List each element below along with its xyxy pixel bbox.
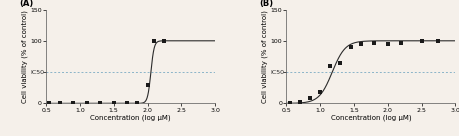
Point [356,43,364,45]
Point [336,62,343,64]
Text: IC50: IC50 [270,70,284,75]
Point [306,97,313,99]
Y-axis label: Cell viability (% of control): Cell viability (% of control) [261,10,268,103]
Point [150,40,157,42]
Point [45,102,53,104]
Point [369,42,377,44]
Text: (B): (B) [258,0,273,8]
Point [316,91,323,93]
Point [96,102,104,104]
Point [123,102,131,104]
Point [397,42,404,44]
X-axis label: Concentration (log μM): Concentration (log μM) [330,115,410,121]
Point [83,102,90,104]
Point [134,102,141,104]
Point [434,40,441,42]
Point [417,40,424,42]
Point [285,102,293,104]
Text: IC50: IC50 [30,70,44,75]
Point [110,102,117,104]
Point [160,40,168,42]
Point [56,102,63,104]
Point [383,43,391,45]
Point [296,101,303,103]
Y-axis label: Cell viability (% of control): Cell viability (% of control) [22,10,28,103]
Point [346,46,353,48]
Text: (A): (A) [19,0,33,8]
X-axis label: Concentration (log μM): Concentration (log μM) [90,115,171,121]
Point [326,65,333,67]
Point [69,102,77,104]
Point [144,84,151,86]
